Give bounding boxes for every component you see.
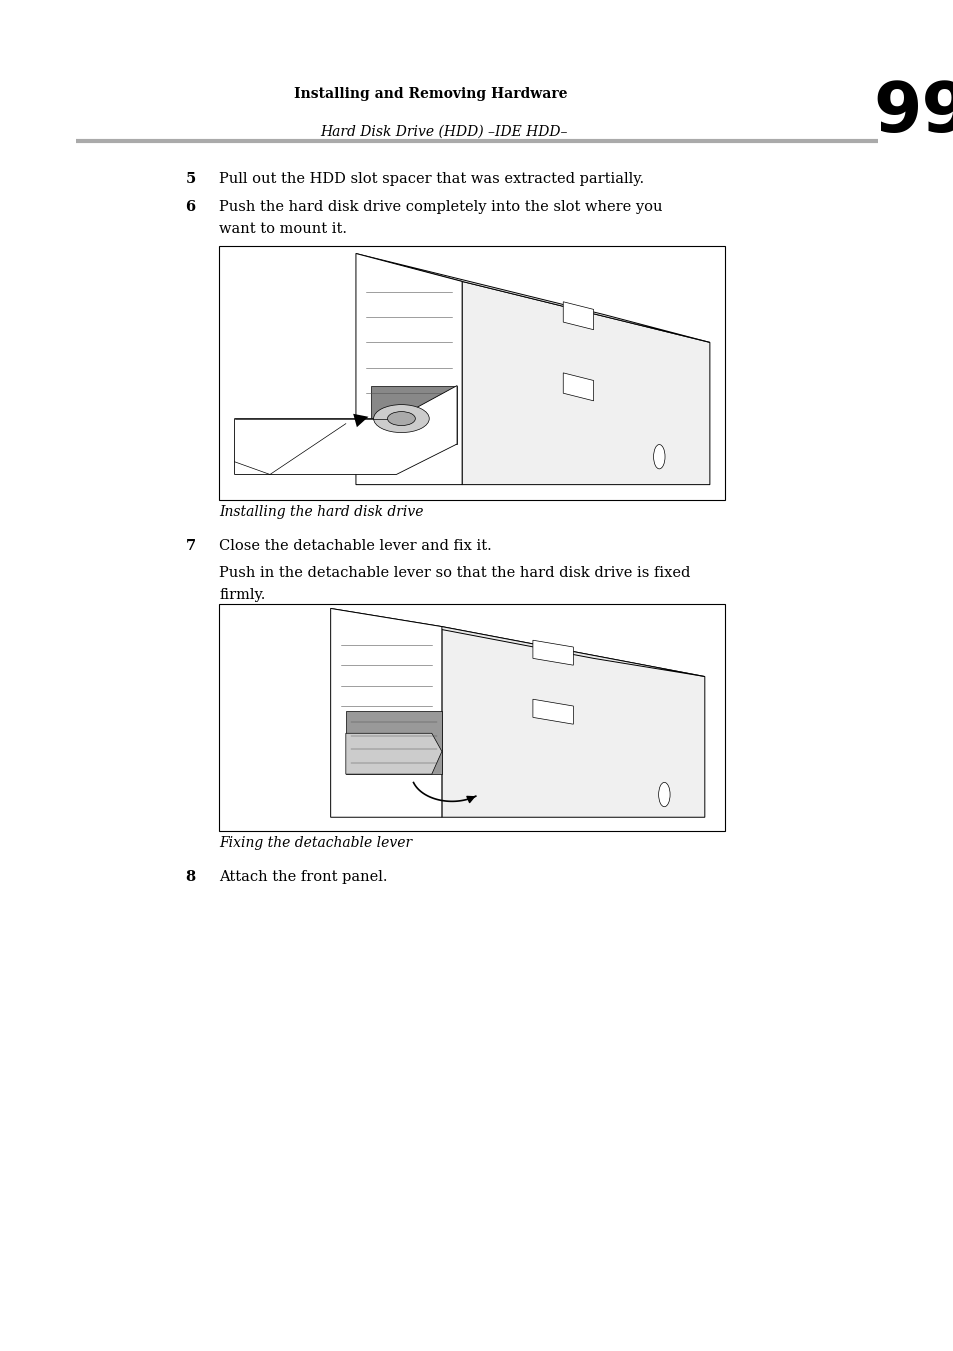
- Ellipse shape: [374, 405, 429, 432]
- Polygon shape: [331, 608, 441, 817]
- Text: want to mount it.: want to mount it.: [219, 222, 347, 235]
- Text: Hard Disk Drive (HDD) –IDE HDD–: Hard Disk Drive (HDD) –IDE HDD–: [320, 124, 567, 138]
- Ellipse shape: [387, 412, 415, 426]
- Text: Pull out the HDD slot spacer that was extracted partially.: Pull out the HDD slot spacer that was ex…: [219, 172, 644, 185]
- Text: 99: 99: [872, 78, 953, 146]
- Polygon shape: [533, 700, 573, 724]
- Bar: [219, 604, 724, 831]
- Text: 7: 7: [185, 539, 195, 553]
- Text: firmly.: firmly.: [219, 588, 266, 601]
- Text: 8: 8: [185, 870, 195, 884]
- Ellipse shape: [653, 444, 664, 469]
- Polygon shape: [441, 627, 704, 817]
- Ellipse shape: [658, 782, 669, 807]
- Polygon shape: [355, 254, 461, 485]
- Polygon shape: [461, 281, 709, 485]
- Polygon shape: [371, 385, 456, 444]
- Polygon shape: [345, 734, 441, 774]
- Polygon shape: [562, 373, 593, 401]
- Polygon shape: [234, 385, 456, 474]
- Text: Installing and Removing Hardware: Installing and Removing Hardware: [294, 88, 567, 101]
- Text: Push in the detachable lever so that the hard disk drive is fixed: Push in the detachable lever so that the…: [219, 566, 690, 580]
- Text: 5: 5: [185, 172, 195, 185]
- Text: 6: 6: [185, 200, 195, 213]
- Text: Close the detachable lever and fix it.: Close the detachable lever and fix it.: [219, 539, 492, 553]
- Polygon shape: [331, 608, 704, 677]
- Polygon shape: [355, 254, 709, 342]
- Polygon shape: [345, 711, 441, 774]
- Text: Installing the hard disk drive: Installing the hard disk drive: [219, 505, 423, 519]
- Polygon shape: [533, 640, 573, 665]
- Text: Push the hard disk drive completely into the slot where you: Push the hard disk drive completely into…: [219, 200, 662, 213]
- Text: Attach the front panel.: Attach the front panel.: [219, 870, 388, 884]
- Text: Fixing the detachable lever: Fixing the detachable lever: [219, 836, 412, 850]
- Bar: [219, 246, 724, 500]
- Polygon shape: [562, 301, 593, 330]
